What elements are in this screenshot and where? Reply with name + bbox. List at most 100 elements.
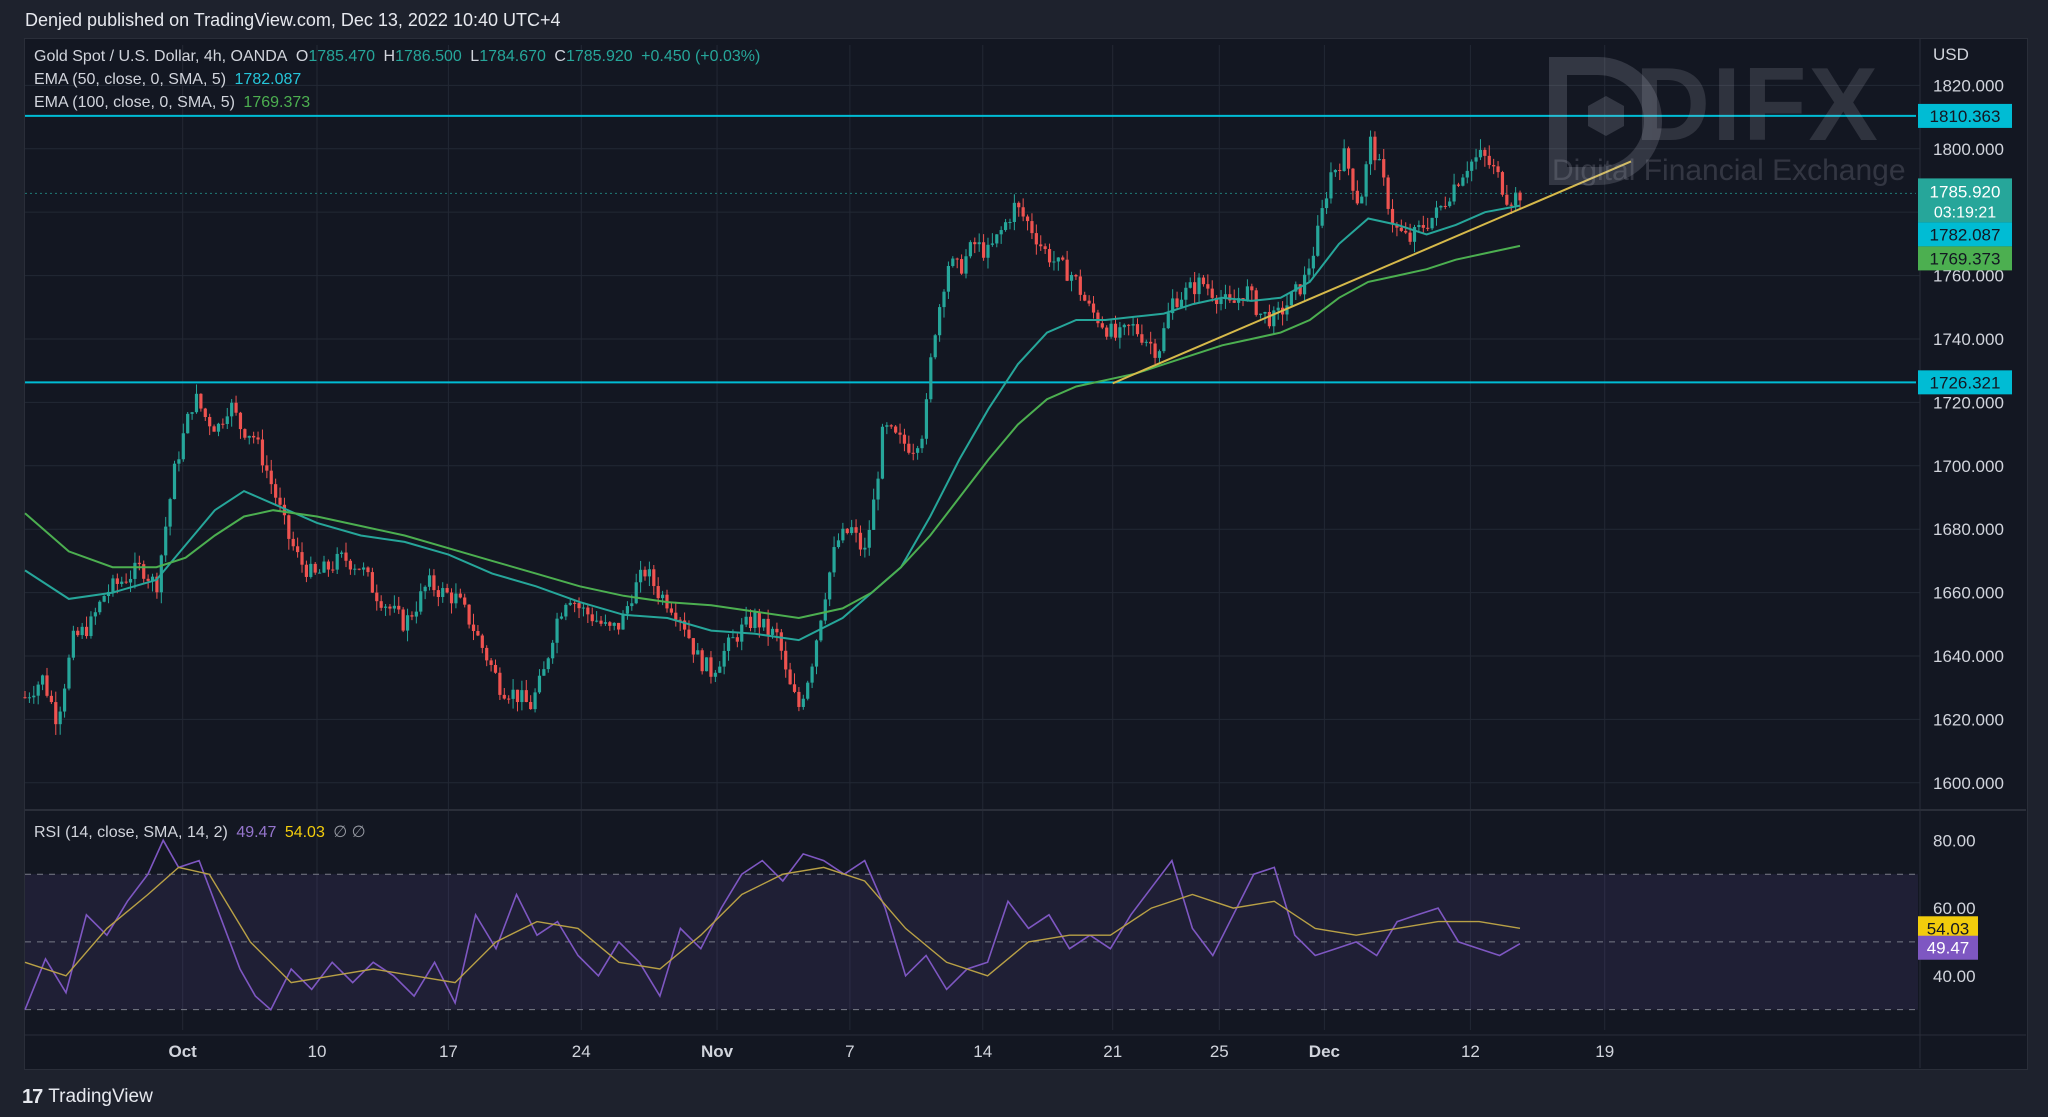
candle-body [287,515,291,539]
level-tag-label: 1810.363 [1930,107,2001,126]
candle-body [920,438,924,449]
candle-body [221,423,225,425]
candle-body [1518,192,1522,201]
candle-body [577,603,581,609]
candle-body [309,563,313,577]
candle-body [1043,246,1047,250]
candle-body [1030,221,1034,234]
candle-body [647,569,651,577]
rsi-label: RSI (14, close, SMA, 14, 2) [34,824,228,841]
ema100-legend[interactable]: EMA (100, close, 0, SMA, 5) 1769.373 [34,94,314,112]
candle-body [700,650,704,672]
candle-body [704,657,709,672]
rsi-tick-label: 60.00 [1933,899,1976,918]
ema-price-label: 1769.373 [1930,249,2001,268]
candle-body [1461,177,1465,186]
candle-body [1439,205,1443,208]
rsi-tick-label: 80.00 [1933,831,1976,850]
candle-body [388,606,392,609]
ema-price-tag [1918,246,2012,271]
main-legend: Gold Spot / U.S. Dollar, 4h, OANDA O1785… [34,48,764,66]
candle-body [748,616,753,629]
ema50-legend[interactable]: EMA (50, close, 0, SMA, 5) 1782.087 [34,71,305,89]
candle-body [880,426,885,479]
candle-body [1206,284,1210,289]
candle-body [1087,300,1091,304]
candle-body [436,590,440,597]
candle-body [639,569,643,583]
candle-body [1131,324,1135,326]
candle-body [990,243,994,245]
candle-body [1122,324,1126,328]
candle-body [841,528,845,541]
candle-body [1320,208,1324,226]
candle-body [1021,207,1025,217]
candle-body [1390,208,1395,225]
candle-body [84,626,89,637]
candle-body [1109,323,1113,337]
price-tick-label: 1800.000 [1933,140,2004,159]
candle-body [1149,341,1153,344]
candles [23,130,1522,735]
candle-body [876,478,880,500]
candle-body [1294,284,1298,292]
candle-body [933,335,937,358]
candle-body [546,658,550,670]
candle-body [1272,310,1276,327]
candle-body [845,528,849,534]
candle-body [1267,311,1272,327]
candle-body [1127,324,1131,326]
candle-body [379,601,383,608]
ema-price-label: 1782.087 [1930,225,2001,244]
candle-body [524,690,528,703]
candle-body [344,552,348,561]
candle-body [608,622,612,626]
candle-body [441,588,445,597]
candle-body [995,234,999,244]
candle-body [361,567,366,570]
candle-body [199,393,203,409]
candle-body [458,593,462,598]
candle-body [1193,282,1197,295]
candle-body [1505,194,1509,205]
candle-body [806,682,810,699]
candle-body [1346,148,1351,169]
candle-body [102,596,106,602]
candle-body [1003,222,1008,231]
candle-body [1421,225,1425,228]
last-price-tag [1918,178,2012,223]
candle-body [762,618,766,628]
candle-body [414,611,418,617]
candle-body [71,630,75,658]
candle-body [757,612,761,628]
candle-body [80,626,84,636]
close-value: 1785.920 [565,48,633,65]
candle-body [216,423,221,432]
candle-body [1166,313,1170,329]
candle-body [898,432,902,435]
candle-body [1153,343,1157,358]
price-tick-label: 1620.000 [1933,710,2004,729]
candle-body [454,593,458,604]
candle-body [573,602,577,604]
close-label: C [554,48,566,65]
candle-body [291,538,295,547]
rsi-legend[interactable]: RSI (14, close, SMA, 14, 2) 49.47 54.03 … [34,822,370,842]
candle-body [770,628,775,635]
candle-body [405,615,410,631]
footer-brand[interactable]: TradingView [48,1086,153,1107]
candle-body [1395,224,1399,228]
candle-body [1223,294,1228,300]
candle-body [718,666,722,673]
candle-body [907,443,911,453]
price-tick-label: 1760.000 [1933,267,2004,286]
candle-body [1342,148,1346,172]
candle-body [753,612,757,629]
candle-body [98,601,102,613]
candle-body [1034,233,1038,245]
candle-body [32,695,36,698]
candle-body [194,393,199,413]
candle-body [93,612,97,617]
candle-body [115,578,119,584]
